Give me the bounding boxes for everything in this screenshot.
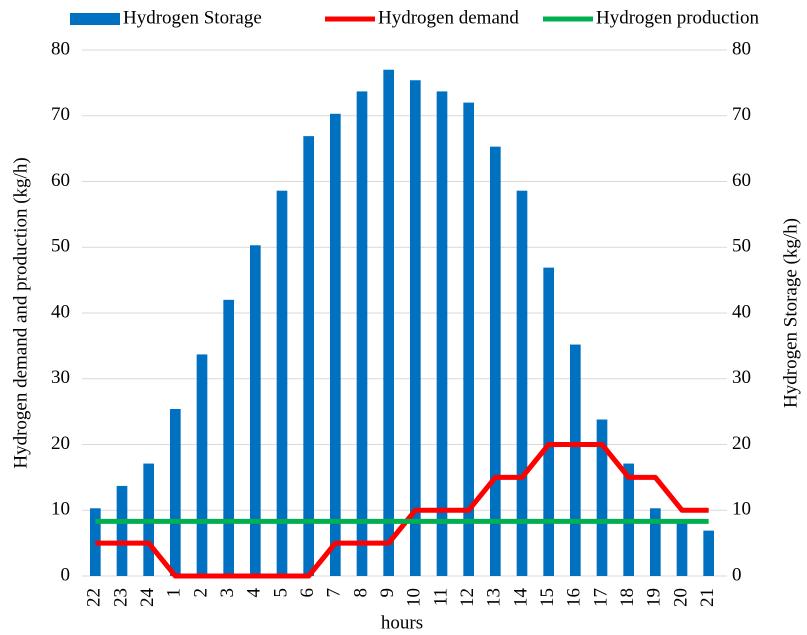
bar	[276, 190, 288, 576]
y2-tick-label: 70	[732, 104, 751, 125]
x-tick-label: 14	[510, 588, 531, 608]
bar	[356, 91, 368, 577]
x-tick-label: 18	[617, 588, 638, 607]
y2-tick-label: 60	[732, 170, 751, 191]
x-tick-label: 6	[297, 588, 318, 598]
bar	[703, 530, 714, 576]
x-tick-label: 10	[404, 588, 425, 607]
bar	[570, 344, 581, 576]
x-tick-label: 3	[217, 588, 238, 598]
y2-tick-label: 80	[732, 38, 751, 59]
y-tick-label: 30	[51, 367, 70, 388]
y-tick-label: 40	[51, 301, 70, 322]
y-tick-label: 50	[51, 236, 70, 257]
y2-tick-label: 40	[732, 301, 751, 322]
bar	[490, 146, 501, 576]
bar	[223, 299, 234, 576]
bar	[543, 267, 554, 576]
y-tick-label: 80	[51, 38, 70, 59]
x-tick-label: 5	[270, 588, 291, 598]
legend-label: Hydrogen demand	[378, 7, 519, 28]
y-axis-title: Hydrogen demand and production (kg/h)	[10, 157, 31, 468]
x-tick-label: 13	[484, 588, 505, 607]
y2-tick-label: 10	[732, 499, 751, 520]
x-tick-label: 8	[350, 588, 371, 598]
bar	[303, 136, 314, 576]
legend-label: Hydrogen Storage	[123, 7, 262, 28]
bar	[116, 485, 128, 576]
x-tick-label: 16	[564, 588, 585, 607]
x-tick-label: 23	[110, 588, 131, 607]
y2-tick-label: 0	[732, 564, 742, 585]
y2-axis-title: Hydrogen Storage (kg/h)	[780, 218, 801, 408]
legend-swatch	[70, 13, 120, 25]
y2-tick-label: 20	[732, 433, 751, 454]
bar	[596, 419, 608, 576]
y2-tick-label: 50	[732, 236, 751, 257]
bar	[170, 408, 181, 576]
bar	[436, 91, 448, 577]
x-axis-title: hours	[381, 612, 423, 633]
bar	[410, 80, 421, 577]
x-tick-label: 22	[84, 588, 105, 607]
line	[95, 442, 709, 579]
bar	[383, 69, 394, 576]
bar	[676, 519, 688, 576]
x-tick-label: 15	[537, 588, 558, 607]
x-tick-label: 9	[377, 588, 398, 598]
bar	[463, 102, 474, 576]
x-tick-label: 7	[324, 588, 345, 598]
x-tick-label: 2	[190, 588, 211, 598]
y-tick-label: 70	[51, 104, 70, 125]
bar	[330, 113, 341, 576]
x-tick-label: 20	[670, 588, 691, 607]
x-tick-label: 1	[164, 588, 185, 598]
x-tick-label: 4	[244, 588, 265, 598]
bar	[196, 354, 208, 576]
y-tick-label: 60	[51, 170, 70, 191]
bar	[650, 508, 661, 576]
y-tick-label: 10	[51, 499, 70, 520]
y-tick-label: 20	[51, 433, 70, 454]
y2-tick-label: 30	[732, 367, 751, 388]
bar	[90, 508, 101, 576]
y-tick-label: 0	[61, 564, 71, 585]
x-tick-label: 19	[644, 588, 665, 607]
x-tick-label: 17	[590, 588, 611, 607]
bar	[516, 190, 528, 576]
legend-label: Hydrogen production	[596, 7, 760, 28]
x-tick-label: 21	[697, 588, 718, 607]
x-tick-label: 11	[430, 588, 451, 606]
bar	[250, 245, 261, 576]
x-tick-label: 24	[137, 588, 158, 608]
x-tick-label: 12	[457, 588, 478, 607]
